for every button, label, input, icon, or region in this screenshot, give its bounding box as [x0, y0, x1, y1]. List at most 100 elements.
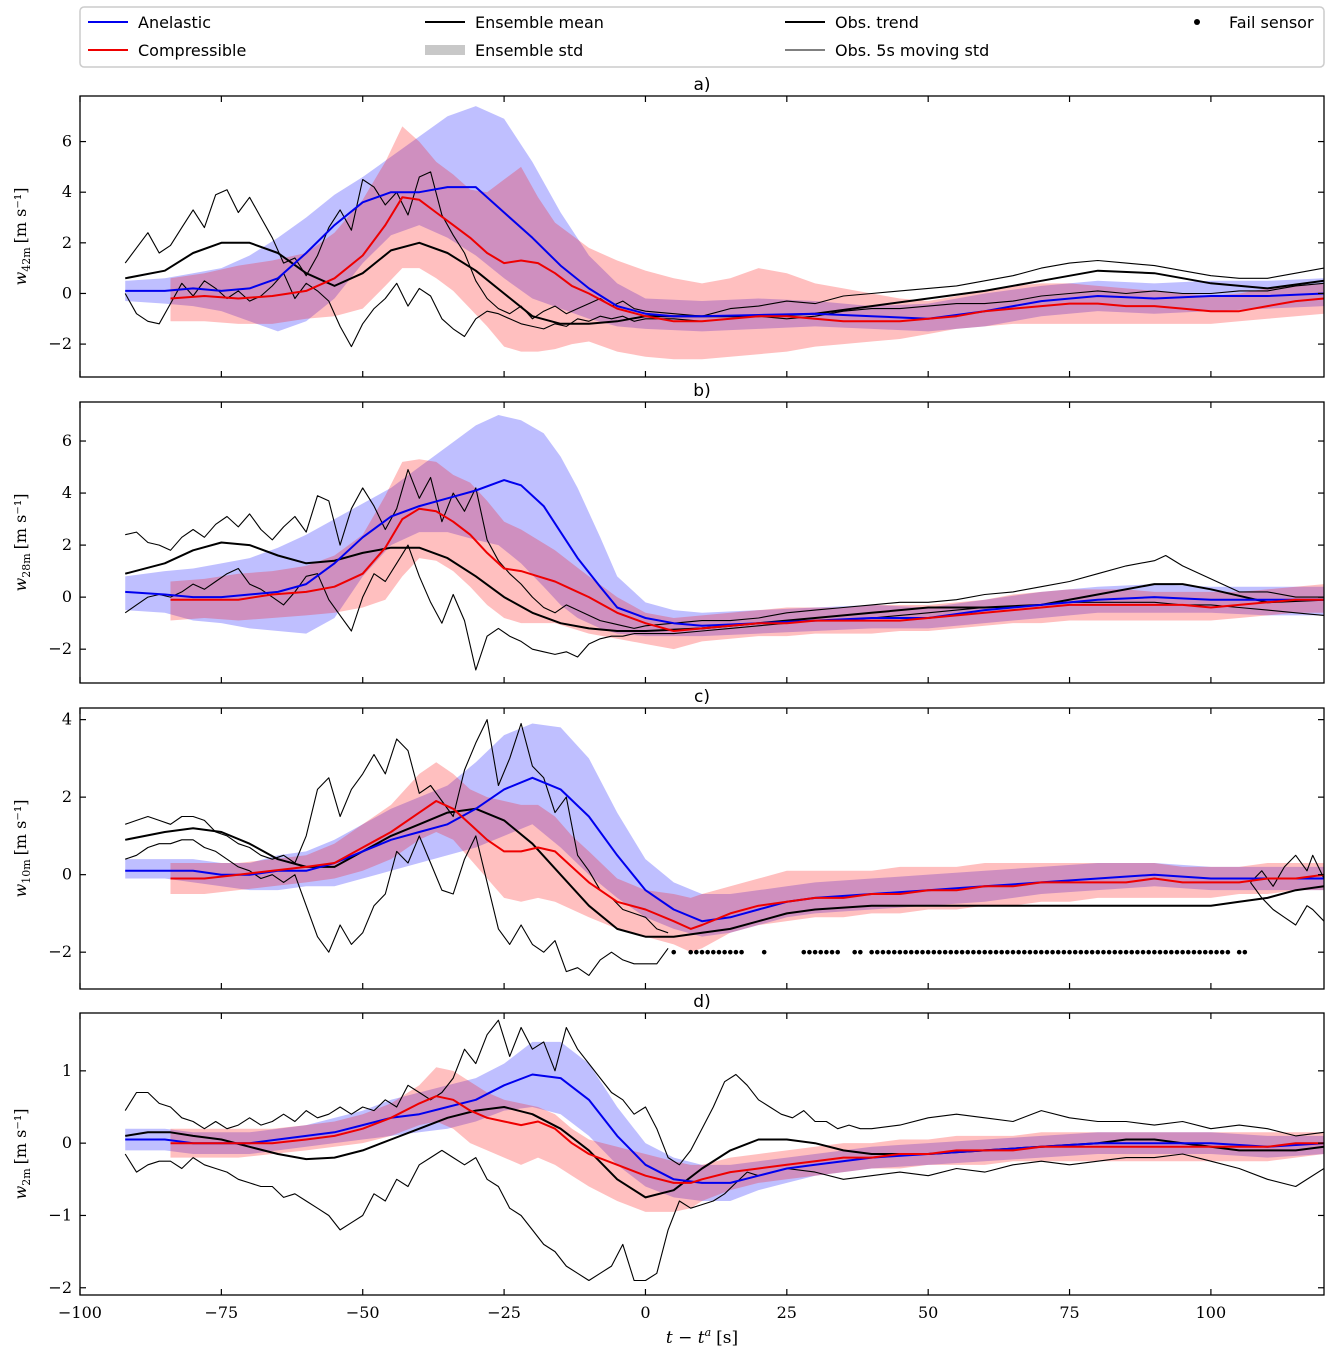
- y-axis-label-subscript: 28m: [20, 553, 33, 578]
- x-tick-label: 100: [1196, 1303, 1227, 1322]
- fail-sensor-dot: [1101, 949, 1106, 955]
- fail-sensor-dot: [801, 949, 807, 955]
- fail-sensor-dot: [1084, 949, 1089, 955]
- fail-sensor-dot: [705, 949, 710, 955]
- fail-sensor-dot: [920, 949, 925, 955]
- compressible-mean-line: [170, 196, 1324, 323]
- fail-sensor-dot: [812, 949, 818, 955]
- anelastic-mean-line: [125, 776, 1324, 923]
- obs-trend-line: [125, 807, 1324, 938]
- fail-sensor-dot: [694, 949, 699, 955]
- fail-sensor-dot: [1129, 949, 1135, 955]
- fail-sensor-dot: [1022, 949, 1027, 955]
- plot-area: [125, 719, 1324, 976]
- obs-moving-std-lower-tail: [1250, 882, 1324, 926]
- x-axis-label-unit: [s]: [716, 1328, 738, 1348]
- fail-sensor-dot: [1055, 949, 1061, 955]
- panel-frame: [79, 1012, 1325, 1296]
- fail-sensor-dot: [886, 949, 891, 955]
- fail-sensor-dot: [1106, 949, 1112, 955]
- fail-sensor-dot: [829, 949, 835, 955]
- fail-sensor-dot: [1044, 949, 1050, 955]
- y-axis-label-symbol: w: [11, 271, 30, 285]
- fail-sensor-dot: [1208, 949, 1214, 955]
- legend-entry: Ensemble std: [425, 41, 583, 60]
- fail-sensor-dot: [671, 949, 677, 955]
- obs-trend-line: [124, 541, 1324, 632]
- fail-sensor-dot: [807, 949, 812, 955]
- y-tick-label: 4: [62, 710, 72, 729]
- fail-sensor-dot: [925, 949, 931, 955]
- fail-sensor-dot: [965, 949, 971, 955]
- y-tick-label: 6: [62, 132, 72, 151]
- fail-sensor-dot: [1072, 949, 1078, 955]
- fail-sensor-dot: [722, 949, 727, 955]
- x-tick-label: 0: [640, 1303, 650, 1322]
- y-tick-label: 4: [62, 483, 72, 502]
- legend-entry: Compressible: [88, 41, 246, 60]
- fail-sensor-dot: [880, 949, 886, 955]
- fail-sensor-dot: [1169, 949, 1174, 955]
- panel-title: c): [694, 687, 710, 707]
- fail-sensor-dot: [971, 949, 976, 955]
- obs-moving-std-lower: [125, 835, 669, 976]
- fail-sensor-dot: [903, 949, 908, 955]
- fail-sensor-dot: [942, 949, 948, 955]
- fail-sensor-dot: [1185, 949, 1191, 955]
- legend-entry: Obs. trend: [785, 13, 919, 32]
- fail-sensor-dot: [688, 949, 693, 955]
- anelastic-std-band: [125, 106, 1324, 332]
- fail-sensor-dot: [1135, 949, 1140, 955]
- obs-moving-std-upper: [124, 1019, 1324, 1166]
- compressible-mean-line: [170, 1095, 1324, 1184]
- x-tick-label: −50: [346, 1303, 380, 1322]
- fail-sensor-dot: [1005, 949, 1010, 955]
- fail-sensor-dot: [852, 949, 857, 955]
- legend-entry: Fail sensor: [1194, 13, 1314, 32]
- y-axis-label-subscript: 2m: [20, 1168, 33, 1186]
- fail-sensor-dot: [1123, 949, 1129, 955]
- fail-sensor-dot: [1163, 949, 1168, 955]
- fail-sensor-dot: [1095, 949, 1101, 955]
- legend-label: Anelastic: [138, 13, 211, 32]
- y-axis-label-unit: [m s⁻¹]: [11, 494, 30, 550]
- fail-sensor-dot: [858, 949, 863, 955]
- fail-sensor-dot: [1033, 949, 1038, 955]
- compressible-std-band: [170, 762, 1324, 953]
- y-axis-label-symbol: w: [11, 577, 30, 591]
- panel: −2 0 2 4 6 a) w42m [m s⁻¹]: [11, 75, 1325, 378]
- panel: −2 0 2 4 c) w10m [m s⁻¹]: [11, 687, 1325, 990]
- x-tick-label: −25: [487, 1303, 521, 1322]
- fail-sensor-dot: [1197, 949, 1202, 955]
- x-tick-label: −100: [58, 1303, 102, 1322]
- panel-title: d): [693, 992, 710, 1012]
- y-tick-label: −2: [48, 1278, 72, 1297]
- anelastic-mean-line: [125, 1073, 1324, 1184]
- plot-area: [124, 415, 1324, 671]
- fail-sensor-dot: [1214, 949, 1219, 955]
- y-axis-label-subscript: 42m: [20, 247, 33, 272]
- fail-sensor-dot: [1152, 949, 1157, 955]
- fail-sensor-dot: [908, 949, 914, 955]
- legend-frame: [79, 6, 1325, 68]
- legend-entry: Ensemble mean: [425, 13, 604, 32]
- x-tick-label: 75: [1059, 1303, 1079, 1322]
- compressible-std-band: [170, 459, 1324, 650]
- x-axis-label-group: −100 −75 −50 −25 0 25 50 75 100 t − ta [s]: [58, 1303, 1226, 1348]
- y-axis-label-unit: [m s⁻¹]: [11, 188, 30, 244]
- plot-area: [124, 1019, 1324, 1282]
- panel-frame: [79, 707, 1325, 990]
- anelastic-std-band: [125, 415, 1324, 637]
- fail-sensor-dot: [937, 949, 942, 955]
- fail-sensor-dot: [1180, 949, 1185, 955]
- fail-sensor-dot: [931, 949, 937, 955]
- y-axis-label: w10m [m s⁻¹]: [11, 800, 33, 898]
- anelastic-mean-line: [125, 186, 1324, 320]
- fail-sensor-dot: [835, 949, 841, 955]
- x-axis-label-superscript: a: [705, 1326, 712, 1339]
- fail-sensor-dot: [1067, 949, 1072, 955]
- fail-sensor-dot: [1038, 949, 1044, 955]
- compressible-mean-line: [170, 800, 1324, 930]
- y-tick-label: 6: [62, 431, 72, 450]
